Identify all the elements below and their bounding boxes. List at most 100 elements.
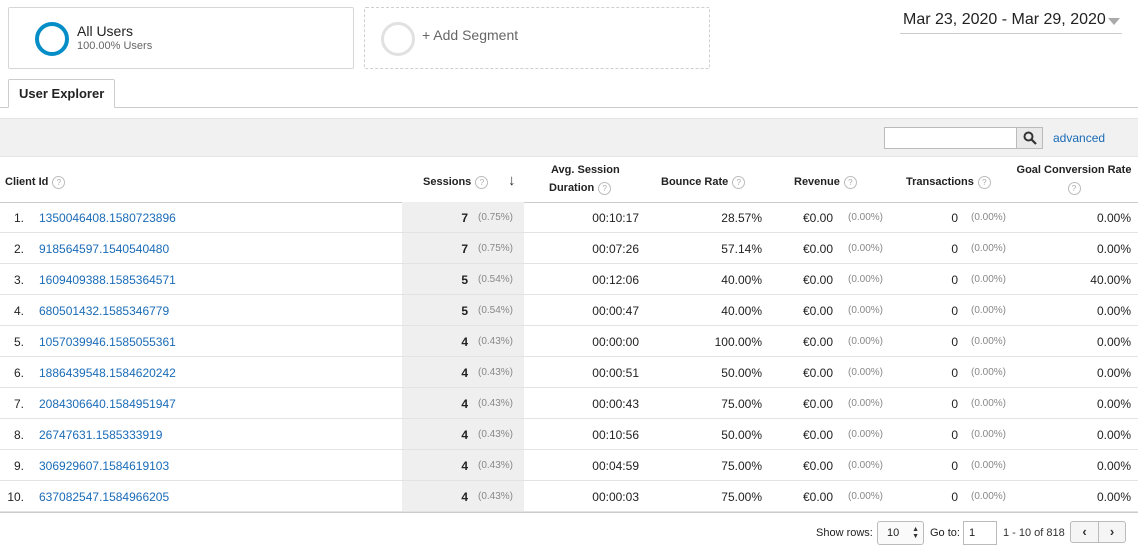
tab-user-explorer[interactable]: User Explorer [8, 79, 116, 108]
client-id-link[interactable]: 2084306640.1584951947 [39, 397, 176, 411]
header-sessions[interactable]: Sessions? [423, 173, 489, 191]
transactions-percent: (0.00%) [971, 491, 1007, 502]
client-id-link[interactable]: 1350046408.1580723896 [39, 211, 176, 225]
client-id-link[interactable]: 680501432.1585346779 [39, 304, 170, 318]
client-id-link[interactable]: 637082547.1584966205 [39, 490, 170, 504]
sort-descending-icon[interactable]: ↓ [508, 172, 516, 189]
table-row: 1. 1350046408.1580723896 7 (0.75%) 00:10… [0, 202, 1138, 233]
row-index: 1. [13, 211, 24, 225]
duration-value: 00:10:56 [592, 428, 639, 442]
sessions-percent: (0.43%) [478, 429, 514, 440]
header-client-id[interactable]: Client Id? [5, 173, 66, 191]
revenue-value: €0.00 [803, 428, 834, 442]
revenue-value: €0.00 [803, 366, 834, 380]
client-id-link[interactable]: 26747631.1585333919 [39, 428, 163, 442]
duration-value: 00:12:06 [592, 273, 639, 287]
sessions-value: 4 [461, 335, 468, 349]
client-id-link[interactable]: 1886439548.1584620242 [39, 366, 176, 380]
sessions-percent: (0.54%) [478, 274, 514, 285]
sessions-percent: (0.43%) [478, 460, 514, 471]
transactions-value: 0 [951, 242, 958, 256]
goal-conversion-value: 0.00% [1096, 211, 1131, 225]
sessions-percent: (0.43%) [478, 491, 514, 502]
sessions-percent: (0.75%) [478, 212, 514, 223]
help-icon[interactable]: ? [732, 175, 746, 189]
next-page-button[interactable]: › [1098, 522, 1126, 542]
sessions-value: 5 [461, 273, 468, 287]
help-icon[interactable]: ? [843, 175, 857, 189]
goto-page-input[interactable]: 1 [963, 521, 997, 545]
pager: ‹ › [1070, 521, 1126, 543]
chevron-left-icon: ‹ [1082, 524, 1087, 539]
header-label: Bounce Rate [661, 176, 729, 188]
revenue-percent: (0.00%) [848, 305, 884, 316]
client-id-link[interactable]: 1057039946.1585055361 [39, 335, 176, 349]
transactions-percent: (0.00%) [971, 274, 1007, 285]
client-id-link[interactable]: 918564597.1540540480 [39, 242, 170, 256]
goal-conversion-value: 0.00% [1096, 428, 1131, 442]
revenue-percent: (0.00%) [848, 398, 884, 409]
revenue-percent: (0.00%) [848, 243, 884, 254]
help-icon[interactable]: ? [1067, 181, 1081, 195]
help-icon[interactable]: ? [598, 181, 612, 195]
segment-all-users[interactable]: All Users 100.00% Users [8, 7, 354, 69]
help-icon[interactable]: ? [52, 175, 66, 189]
row-index: 4. [13, 304, 24, 318]
revenue-value: €0.00 [803, 242, 834, 256]
row-index: 3. [13, 273, 24, 287]
client-id-link[interactable]: 306929607.1584619103 [39, 459, 170, 473]
header-label: Goal Conversion Rate [1016, 164, 1132, 176]
goal-conversion-value: 40.00% [1090, 273, 1131, 287]
help-icon[interactable]: ? [977, 175, 991, 189]
duration-value: 00:00:51 [592, 366, 639, 380]
transactions-percent: (0.00%) [971, 212, 1007, 223]
add-segment-button[interactable]: + Add Segment [364, 7, 710, 69]
revenue-percent: (0.00%) [848, 491, 884, 502]
duration-value: 00:10:17 [592, 211, 639, 225]
duration-value: 00:00:43 [592, 397, 639, 411]
table-row: 4. 680501432.1585346779 5 (0.54%) 00:00:… [0, 295, 1138, 326]
search-input[interactable] [884, 127, 1017, 149]
header-revenue[interactable]: Revenue? [794, 173, 857, 191]
search-button[interactable] [1016, 127, 1043, 149]
table-row: 3. 1609409388.1585364571 5 (0.54%) 00:12… [0, 264, 1138, 295]
sessions-column-highlight [402, 202, 524, 512]
table-body: 1. 1350046408.1580723896 7 (0.75%) 00:10… [0, 202, 1138, 512]
row-index: 5. [13, 335, 24, 349]
bounce-rate-value: 100.00% [714, 335, 762, 349]
help-icon[interactable]: ? [475, 175, 489, 189]
revenue-percent: (0.00%) [848, 367, 884, 378]
rows-per-page-select[interactable]: 10 ▲ ▼ [877, 521, 924, 545]
select-arrows-icon: ▲ ▼ [912, 526, 919, 540]
revenue-percent: (0.00%) [848, 429, 884, 440]
advanced-search-link[interactable]: advanced [1053, 131, 1106, 145]
revenue-percent: (0.00%) [848, 212, 884, 223]
header-transactions[interactable]: Transactions? [906, 173, 991, 191]
rows-per-page-value: 10 [887, 527, 900, 539]
row-index: 2. [13, 242, 24, 256]
sessions-percent: (0.43%) [478, 336, 514, 347]
client-id-link[interactable]: 1609409388.1585364571 [39, 273, 176, 287]
duration-value: 00:04:59 [592, 459, 639, 473]
bounce-rate-value: 50.00% [721, 366, 762, 380]
sessions-value: 7 [461, 242, 468, 256]
bounce-rate-value: 40.00% [721, 304, 762, 318]
transactions-value: 0 [951, 428, 958, 442]
goal-conversion-value: 0.00% [1096, 366, 1131, 380]
transactions-value: 0 [951, 459, 958, 473]
header-bounce-rate[interactable]: Bounce Rate? [661, 173, 746, 191]
header-label: Sessions [423, 176, 472, 188]
date-range-picker[interactable]: Mar 23, 2020 - Mar 29, 2020 [900, 10, 1122, 34]
revenue-value: €0.00 [803, 335, 834, 349]
prev-page-button[interactable]: ‹ [1071, 522, 1099, 542]
date-range-text: Mar 23, 2020 - Mar 29, 2020 [903, 11, 1106, 28]
header-goal-conversion-rate[interactable]: Goal Conversion Rate ? [1015, 161, 1133, 197]
transactions-value: 0 [951, 273, 958, 287]
search-icon [1023, 131, 1037, 145]
transactions-percent: (0.00%) [971, 429, 1007, 440]
bounce-rate-value: 28.57% [721, 211, 762, 225]
table-row: 9. 306929607.1584619103 4 (0.43%) 00:04:… [0, 450, 1138, 481]
bounce-rate-value: 75.00% [721, 397, 762, 411]
header-avg-session-duration[interactable]: Avg. Session Duration? [549, 161, 639, 197]
table-row: 6. 1886439548.1584620242 4 (0.43%) 00:00… [0, 357, 1138, 388]
